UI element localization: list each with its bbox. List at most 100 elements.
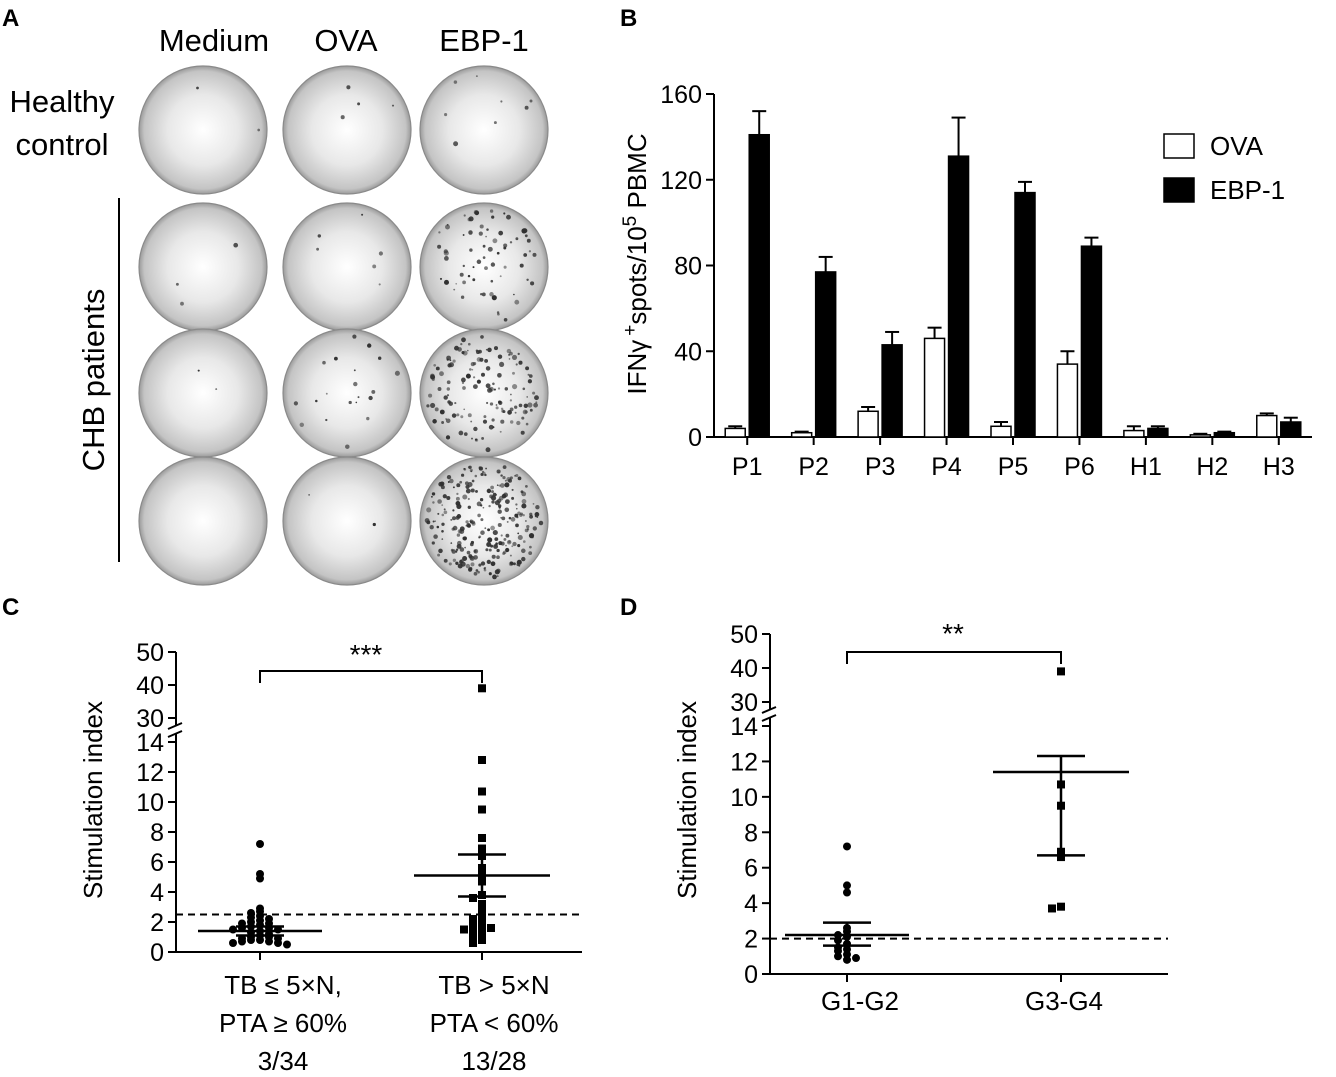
elispot-spot <box>441 421 444 424</box>
elispot-spot <box>471 438 473 440</box>
elispot-spot <box>441 504 443 506</box>
data-point <box>229 939 237 947</box>
elispot-spot <box>521 431 525 435</box>
elispot-spot <box>435 407 439 411</box>
elispot-spot <box>473 376 475 378</box>
elispot-spot <box>437 499 442 504</box>
x-tick-label: H3 <box>1263 453 1295 481</box>
elispot-spot <box>491 216 494 219</box>
elispot-spot <box>468 466 471 469</box>
elispot-spot <box>473 266 475 268</box>
elispot-spot <box>501 408 503 410</box>
elispot-spot <box>432 501 434 503</box>
elispot-spot <box>521 503 526 508</box>
chart-c-significance: *** <box>350 639 383 670</box>
panel-b: B IFNγ+spots/105 PBMC 04080120160P1 P2 P3 P… <box>620 5 1312 481</box>
significance-bracket <box>847 652 1061 664</box>
bar-ebp-1 <box>949 156 969 437</box>
elispot-spot <box>535 515 537 517</box>
elispot-spot <box>486 228 489 231</box>
elispot-spot <box>521 228 526 233</box>
elispot-spot <box>476 569 479 572</box>
elispot-spot <box>492 555 496 559</box>
elispot-spot <box>500 275 502 277</box>
elispot-spot <box>361 214 363 216</box>
y-tick-label: 40 <box>730 655 758 683</box>
elispot-spot <box>511 545 513 547</box>
y-tick-label: 0 <box>744 961 758 989</box>
elispot-spot <box>438 549 443 554</box>
legend-swatch-ebp1 <box>1164 178 1194 202</box>
data-point <box>478 845 486 853</box>
elispot-spot <box>490 209 493 212</box>
elispot-spot <box>471 541 474 544</box>
elispot-spot <box>460 273 464 277</box>
y-tick-label: 30 <box>136 705 164 733</box>
elispot-spot <box>505 387 508 390</box>
elispot-spot <box>526 525 529 528</box>
elispot-spot <box>497 311 499 313</box>
elispot-spot <box>354 369 356 371</box>
elispot-spot <box>456 497 460 501</box>
elispot-well <box>139 66 267 194</box>
elispot-spot <box>484 359 488 363</box>
elispot-spot <box>486 447 491 452</box>
elispot-spot <box>441 538 443 540</box>
elispot-spot <box>498 401 501 404</box>
elispot-spot <box>432 541 435 544</box>
elispot-spot <box>458 564 463 569</box>
elispot-spot <box>456 493 458 495</box>
x-tick-label: H1 <box>1130 453 1162 481</box>
y-tick-label: 120 <box>660 167 702 195</box>
elispot-spot <box>529 250 531 252</box>
elispot-spot <box>473 362 476 365</box>
bar-ova <box>1190 435 1210 437</box>
y-tick-label: 160 <box>660 81 702 109</box>
elispot-spot <box>512 489 514 491</box>
elispot-spot <box>196 87 199 90</box>
elispot-spot <box>487 489 491 493</box>
elispot-spot <box>498 510 502 514</box>
elispot-spot <box>523 253 527 257</box>
elispot-spot <box>513 562 516 565</box>
elispot-spot <box>508 354 510 356</box>
elispot-spot <box>492 383 495 386</box>
elispot-spot <box>447 387 450 390</box>
elispot-spot <box>499 496 504 501</box>
elispot-spot <box>498 387 500 389</box>
col-header-ebp1: EBP-1 <box>439 23 529 58</box>
elispot-spot <box>425 518 430 523</box>
elispot-spot <box>465 485 469 489</box>
elispot-spot <box>357 102 360 105</box>
elispot-spot <box>463 468 466 471</box>
elispot-spot <box>504 507 509 512</box>
y-tick-label: 80 <box>674 253 702 281</box>
elispot-spot <box>533 503 535 505</box>
elispot-spot <box>503 410 506 413</box>
elispot-spot <box>498 471 500 473</box>
elispot-spot <box>517 560 522 565</box>
elispot-spot <box>475 438 477 440</box>
elispot-spot <box>512 542 516 546</box>
elispot-spot <box>525 366 529 370</box>
y-tick-label: 10 <box>730 784 758 812</box>
elispot-spot <box>468 413 472 417</box>
elispot-spot <box>379 251 383 255</box>
elispot-spot <box>494 537 498 541</box>
elispot-spot <box>500 483 505 488</box>
elispot-spot <box>533 253 537 257</box>
elispot-spot <box>450 542 452 544</box>
elispot-spot <box>308 494 310 496</box>
chart-c: 02468101214304050 <box>136 639 582 967</box>
data-point <box>843 881 851 889</box>
elispot-spot <box>469 248 472 251</box>
row-label-chb-patients: CHB patients <box>76 289 111 472</box>
data-point <box>460 926 468 934</box>
data-point <box>478 756 486 764</box>
elispot-spot <box>520 264 524 268</box>
elispot-spot <box>257 129 260 132</box>
bar-ebp-1 <box>1214 433 1234 437</box>
y-tick-label: 14 <box>730 713 758 741</box>
elispot-spot <box>501 534 503 536</box>
elispot-spot <box>517 544 520 547</box>
